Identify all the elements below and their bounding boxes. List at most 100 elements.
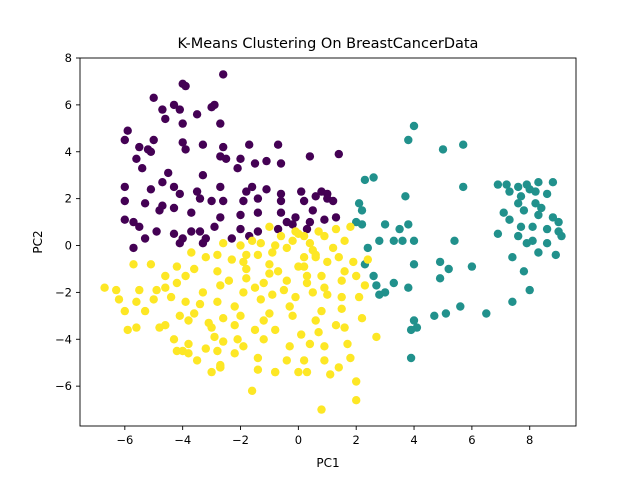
cluster-0-point [242, 187, 251, 196]
cluster-2-point [265, 222, 274, 231]
cluster-0-point [187, 227, 196, 236]
cluster-2-point [334, 363, 343, 372]
cluster-0-point [178, 119, 187, 128]
cluster-2-point [190, 264, 199, 274]
cluster-2-point [363, 255, 372, 264]
cluster-2-point [181, 297, 190, 306]
cluster-2-point [288, 311, 297, 320]
cluster-0-point [273, 140, 283, 149]
cluster-2-point [305, 339, 315, 349]
cluster-2-point [337, 292, 346, 302]
cluster-0-point [291, 213, 300, 222]
cluster-2-point [250, 283, 260, 292]
cluster-2-point [302, 271, 312, 281]
cluster-2-point [346, 353, 355, 363]
cluster-0-point [198, 239, 208, 248]
cluster-2-point [184, 316, 193, 325]
cluster-2-point [239, 342, 248, 351]
cluster-2-point [175, 311, 184, 320]
cluster-2-point [178, 346, 187, 356]
cluster-0-point [328, 196, 338, 206]
cluster-1-point [357, 206, 367, 215]
cluster-0-point [198, 171, 208, 180]
cluster-0-point [181, 145, 190, 154]
cluster-1-point [516, 192, 526, 201]
cluster-2-point [253, 353, 263, 363]
cluster-2-point [346, 222, 355, 231]
cluster-1-point [409, 316, 419, 325]
cluster-2-point [216, 363, 225, 372]
cluster-0-point [149, 135, 158, 145]
cluster-0-point [276, 189, 286, 199]
cluster-2-point [331, 224, 341, 234]
cluster-2-point [352, 396, 361, 405]
cluster-1-point [522, 239, 531, 248]
cluster-2-point [331, 321, 341, 330]
cluster-1-point [548, 213, 558, 222]
cluster-2-point [207, 367, 216, 377]
cluster-2-point [282, 276, 291, 285]
cluster-1-point [459, 182, 468, 192]
x-tick-label: 8 [526, 433, 533, 447]
cluster-2-point [285, 302, 294, 311]
cluster-0-point [120, 135, 129, 145]
cluster-2-point [184, 339, 193, 349]
cluster-0-point [305, 152, 315, 161]
y-axis-label: PC2 [31, 230, 45, 253]
cluster-0-point [164, 168, 173, 178]
cluster-2-point [195, 299, 205, 309]
cluster-0-point [161, 114, 170, 124]
cluster-2-point [219, 314, 228, 323]
cluster-1-point [505, 215, 514, 224]
cluster-1-point [459, 140, 468, 149]
cluster-1-point [542, 224, 552, 234]
cluster-2-point [302, 367, 312, 377]
cluster-2-point [340, 267, 349, 276]
cluster-1-point [519, 267, 529, 276]
cluster-2-point [172, 278, 182, 288]
cluster-0-point [253, 208, 263, 217]
cluster-2-point [311, 316, 320, 325]
cluster-0-point [233, 164, 242, 173]
cluster-0-point [140, 199, 150, 208]
cluster-2-point [161, 271, 170, 281]
cluster-1-point [528, 222, 537, 231]
cluster-1-point [354, 199, 364, 208]
cluster-1-point [380, 220, 390, 229]
cluster-2-point [166, 292, 176, 302]
cluster-0-point [135, 142, 144, 152]
cluster-2-point [250, 325, 260, 335]
cluster-2-point [320, 356, 329, 365]
cluster-2-point [247, 386, 257, 395]
cluster-2-point [323, 290, 332, 299]
cluster-1-point [508, 297, 517, 306]
cluster-0-point [253, 194, 263, 203]
cluster-1-point [406, 325, 416, 335]
cluster-0-point [152, 227, 161, 236]
cluster-2-point [112, 285, 121, 295]
cluster-2-point [213, 250, 222, 260]
cluster-2-point [213, 267, 222, 276]
cluster-2-point [253, 365, 263, 374]
cluster-2-point [216, 281, 225, 290]
cluster-2-point [149, 295, 158, 304]
cluster-2-point [337, 304, 346, 313]
cluster-1-point [456, 302, 465, 311]
cluster-0-point [207, 103, 216, 112]
cluster-0-point [299, 196, 309, 206]
cluster-2-point [132, 323, 141, 332]
cluster-0-point [236, 210, 245, 220]
cluster-0-point [219, 142, 228, 152]
cluster-1-point [435, 257, 445, 267]
cluster-1-point [395, 224, 404, 234]
cluster-2-point [161, 321, 170, 330]
cluster-2-point [242, 274, 251, 283]
cluster-1-point [444, 264, 453, 274]
cluster-0-point [236, 154, 245, 163]
cluster-2-point [198, 288, 208, 297]
cluster-1-point [406, 353, 416, 363]
cluster-2-point [360, 281, 370, 290]
cluster-2-point [337, 276, 346, 285]
cluster-2-point [114, 295, 124, 304]
